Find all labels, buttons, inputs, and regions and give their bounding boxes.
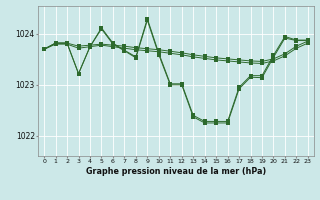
X-axis label: Graphe pression niveau de la mer (hPa): Graphe pression niveau de la mer (hPa): [86, 167, 266, 176]
